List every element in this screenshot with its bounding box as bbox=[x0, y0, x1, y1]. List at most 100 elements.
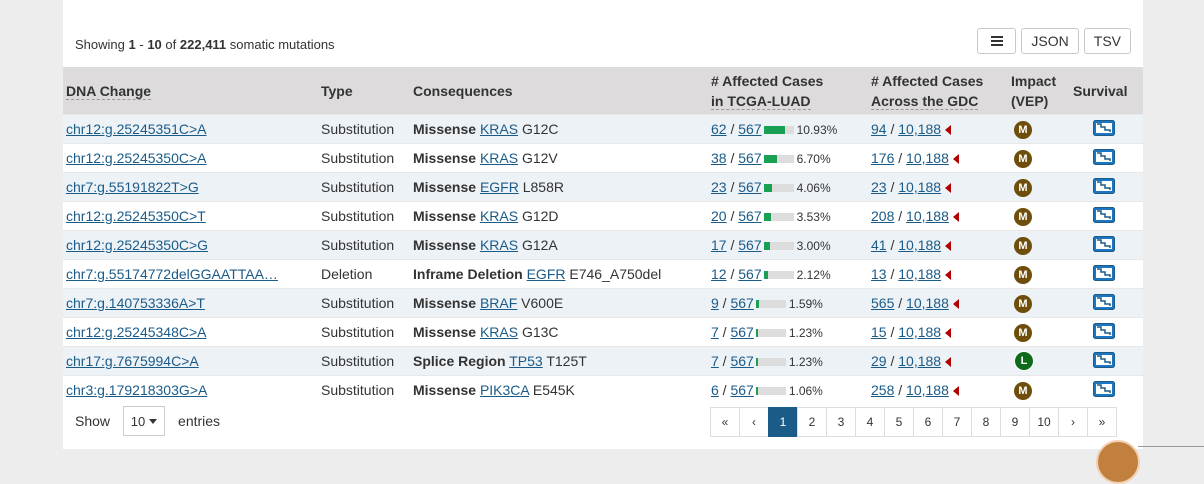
dna-change-link[interactable]: chr12:g.25245351C>A bbox=[66, 121, 207, 137]
dna-change-link[interactable]: chr17:g.7675994C>A bbox=[66, 353, 199, 369]
project-cases-link[interactable]: 12 bbox=[711, 266, 727, 282]
next-page-button[interactable]: › bbox=[1058, 407, 1088, 437]
page-button-1[interactable]: 1 bbox=[768, 407, 798, 437]
page-button-2[interactable]: 2 bbox=[797, 407, 827, 437]
gene-link[interactable]: KRAS bbox=[479, 121, 519, 137]
gdc-cases-link[interactable]: 94 bbox=[871, 121, 887, 137]
impact-badge[interactable]: M bbox=[1014, 178, 1032, 197]
project-cases-link[interactable]: 6 bbox=[711, 382, 719, 398]
impact-badge[interactable]: M bbox=[1014, 207, 1032, 226]
gdc-cases-link[interactable]: 15 bbox=[871, 324, 887, 340]
gdc-cases-link[interactable]: 29 bbox=[871, 353, 887, 369]
column-menu-button[interactable] bbox=[977, 28, 1017, 54]
page-button-3[interactable]: 3 bbox=[826, 407, 856, 437]
impact-badge[interactable]: L bbox=[1014, 351, 1034, 371]
project-cases-link[interactable]: 38 bbox=[711, 150, 727, 166]
tsv-export-button[interactable]: TSV bbox=[1083, 28, 1131, 54]
survival-plot-icon[interactable] bbox=[1093, 322, 1115, 342]
dna-change-link[interactable]: chr3:g.179218303G>A bbox=[66, 382, 208, 398]
gdc-cases-link[interactable]: 208 bbox=[871, 208, 895, 224]
page-button-5[interactable]: 5 bbox=[884, 407, 914, 437]
impact-badge[interactable]: M bbox=[1014, 294, 1032, 313]
survival-plot-icon[interactable] bbox=[1093, 148, 1115, 168]
gene-link[interactable]: EGFR bbox=[479, 179, 519, 195]
left-triangle-icon[interactable] bbox=[945, 328, 952, 339]
gdc-cases-link[interactable]: 176 bbox=[871, 150, 895, 166]
survival-plot-icon[interactable] bbox=[1093, 351, 1115, 371]
impact-badge[interactable]: M bbox=[1014, 120, 1032, 139]
project-cases-link[interactable]: 9 bbox=[711, 295, 719, 311]
gdc-cases-link[interactable]: 41 bbox=[871, 237, 887, 253]
dna-change-link[interactable]: chr7:g.55191822T>G bbox=[66, 179, 199, 195]
left-triangle-icon[interactable] bbox=[952, 386, 959, 397]
gdc-total-link[interactable]: 10,188 bbox=[898, 324, 942, 340]
dna-change-link[interactable]: chr12:g.25245348C>A bbox=[66, 324, 207, 340]
dna-change-link[interactable]: chr7:g.55174772delGGAATTAA… bbox=[66, 266, 278, 282]
header-type[interactable]: Type bbox=[318, 67, 410, 115]
survival-plot-icon[interactable] bbox=[1093, 235, 1115, 255]
gdc-total-link[interactable]: 10,188 bbox=[906, 150, 949, 166]
dna-change-link[interactable]: chr12:g.25245350C>A bbox=[66, 150, 207, 166]
project-total-link[interactable]: 567 bbox=[738, 179, 762, 195]
left-triangle-icon[interactable] bbox=[952, 212, 959, 223]
gene-link[interactable]: TP53 bbox=[509, 353, 543, 369]
project-cases-link[interactable]: 17 bbox=[711, 237, 727, 253]
impact-badge[interactable]: M bbox=[1014, 149, 1032, 168]
project-total-link[interactable]: 567 bbox=[738, 237, 762, 253]
gdc-total-link[interactable]: 10,188 bbox=[898, 353, 942, 369]
project-total-link[interactable]: 567 bbox=[730, 353, 754, 369]
dna-change-link[interactable]: chr12:g.25245350C>T bbox=[66, 208, 206, 224]
left-triangle-icon[interactable] bbox=[945, 125, 952, 136]
survival-plot-icon[interactable] bbox=[1093, 293, 1115, 313]
gdc-total-link[interactable]: 10,188 bbox=[906, 295, 949, 311]
impact-badge[interactable]: M bbox=[1014, 381, 1032, 400]
project-total-link[interactable]: 567 bbox=[738, 121, 762, 137]
header-dna-change[interactable]: DNA Change bbox=[63, 67, 318, 115]
page-button-10[interactable]: 10 bbox=[1029, 407, 1059, 437]
project-total-link[interactable]: 567 bbox=[738, 150, 762, 166]
gdc-total-link[interactable]: 10,188 bbox=[898, 121, 942, 137]
survival-plot-icon[interactable] bbox=[1093, 119, 1115, 139]
header-affected-gdc[interactable]: # Affected Cases Across the GDC bbox=[868, 67, 1008, 115]
gdc-total-link[interactable]: 10,188 bbox=[898, 179, 942, 195]
gene-link[interactable]: BRAF bbox=[479, 295, 518, 311]
page-button-4[interactable]: 4 bbox=[855, 407, 885, 437]
gene-link[interactable]: KRAS bbox=[479, 150, 519, 166]
project-cases-link[interactable]: 7 bbox=[711, 324, 719, 340]
gene-link[interactable]: KRAS bbox=[479, 324, 519, 340]
avatar[interactable] bbox=[1096, 440, 1140, 484]
project-cases-link[interactable]: 7 bbox=[711, 353, 719, 369]
first-page-button[interactable]: « bbox=[710, 407, 740, 437]
gdc-total-link[interactable]: 10,188 bbox=[906, 382, 949, 398]
project-cases-link[interactable]: 20 bbox=[711, 208, 727, 224]
gene-link[interactable]: PIK3CA bbox=[479, 382, 529, 398]
page-button-9[interactable]: 9 bbox=[1000, 407, 1030, 437]
header-consequences[interactable]: Consequences bbox=[410, 67, 708, 115]
project-total-link[interactable]: 567 bbox=[730, 295, 754, 311]
gene-link[interactable]: KRAS bbox=[479, 237, 519, 253]
page-size-select[interactable]: 10 bbox=[123, 406, 166, 436]
gdc-cases-link[interactable]: 13 bbox=[871, 266, 887, 282]
left-triangle-icon[interactable] bbox=[945, 357, 952, 368]
impact-badge[interactable]: M bbox=[1014, 265, 1032, 284]
prev-page-button[interactable]: ‹ bbox=[739, 407, 769, 437]
left-triangle-icon[interactable] bbox=[952, 299, 959, 310]
header-impact[interactable]: Impact (VEP) bbox=[1008, 67, 1070, 115]
gdc-total-link[interactable]: 10,188 bbox=[906, 208, 949, 224]
project-total-link[interactable]: 567 bbox=[730, 324, 754, 340]
dna-change-link[interactable]: chr12:g.25245350C>G bbox=[66, 237, 209, 253]
header-affected-project[interactable]: # Affected Cases in TCGA-LUAD bbox=[708, 67, 868, 115]
page-button-8[interactable]: 8 bbox=[971, 407, 1001, 437]
left-triangle-icon[interactable] bbox=[945, 270, 952, 281]
impact-badge[interactable]: M bbox=[1014, 236, 1032, 255]
json-export-button[interactable]: JSON bbox=[1021, 28, 1079, 54]
left-triangle-icon[interactable] bbox=[945, 183, 952, 194]
project-total-link[interactable]: 567 bbox=[738, 266, 762, 282]
project-total-link[interactable]: 567 bbox=[738, 208, 762, 224]
page-button-6[interactable]: 6 bbox=[913, 407, 943, 437]
last-page-button[interactable]: » bbox=[1087, 407, 1117, 437]
survival-plot-icon[interactable] bbox=[1093, 380, 1115, 400]
project-cases-link[interactable]: 23 bbox=[711, 179, 727, 195]
survival-plot-icon[interactable] bbox=[1093, 264, 1115, 284]
survival-plot-icon[interactable] bbox=[1093, 206, 1115, 226]
